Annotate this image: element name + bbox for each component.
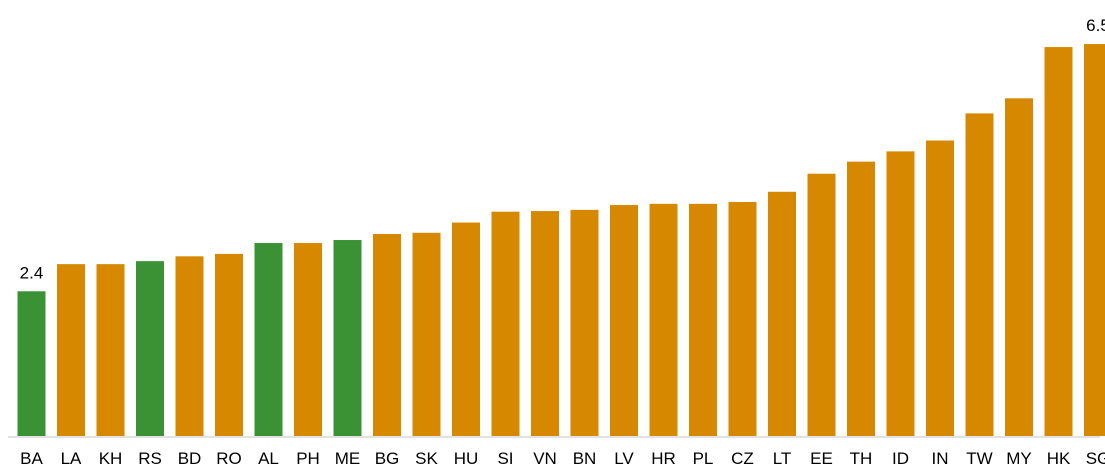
x-tick-label-kh: KH — [99, 449, 123, 468]
bar-hu — [452, 222, 480, 436]
x-tick-label-hu: HU — [454, 449, 479, 468]
bar-la — [57, 264, 85, 436]
bar-si — [491, 211, 520, 436]
x-tick-label-sk: SK — [415, 449, 438, 468]
bar-kh — [96, 264, 125, 436]
bar-sg — [1084, 44, 1105, 437]
bar-in — [926, 140, 954, 436]
x-tick-label-in: IN — [932, 449, 949, 468]
x-tick-label-cz: CZ — [731, 449, 754, 468]
bar-ee — [807, 173, 836, 436]
x-tick-label-ro: RO — [216, 449, 242, 468]
x-tick-label-tw: TW — [966, 449, 992, 468]
x-tick-label-sg: SG — [1086, 449, 1105, 468]
x-tick-label-hk: HK — [1047, 449, 1071, 468]
bar-bg — [373, 234, 401, 436]
x-tick-label-pl: PL — [693, 449, 714, 468]
x-tick-label-th: TH — [850, 449, 873, 468]
x-tick-label-ph: PH — [296, 449, 320, 468]
bar-hr — [649, 203, 678, 436]
x-tick-label-al: AL — [258, 449, 279, 468]
x-tick-label-hr: HR — [651, 449, 676, 468]
data-label-ba: 2.4 — [20, 263, 44, 282]
bar-lt — [768, 191, 796, 436]
bar-vn — [531, 211, 559, 436]
x-tick-label-my: MY — [1006, 449, 1032, 468]
x-tick-label-bd: BD — [178, 449, 202, 468]
bar-th — [847, 161, 875, 436]
x-tick-label-si: SI — [497, 449, 513, 468]
data-label-sg: 6.5 — [1086, 16, 1105, 35]
x-tick-labels: BA LA KH RS BD RO AL PH ME BG SK HU SI VN BN LV HR PL CZ LT… — [20, 449, 1105, 468]
data-labels: 2.4 6.5 — [20, 16, 1105, 282]
bar-ro — [215, 253, 243, 436]
bar-me — [333, 240, 362, 436]
x-tick-label-vn: VN — [533, 449, 557, 468]
bar-ph — [294, 243, 322, 436]
bar-hk — [1044, 47, 1073, 437]
x-tick-label-ee: EE — [810, 449, 833, 468]
x-tick-label-lt: LT — [773, 449, 792, 468]
bar-rs — [136, 261, 164, 436]
x-tick-label-id: ID — [892, 449, 909, 468]
x-tick-label-bg: BG — [375, 449, 400, 468]
bar-sk — [412, 232, 441, 436]
x-tick-label-rs: RS — [138, 449, 162, 468]
bar-pl — [689, 203, 717, 436]
x-tick-label-la: LA — [61, 449, 82, 468]
bar-bn — [570, 209, 599, 437]
bar-my — [1005, 98, 1033, 436]
bar-id — [886, 151, 915, 436]
bar-cz — [728, 202, 757, 436]
bars-group — [17, 44, 1105, 437]
bar-bd — [175, 256, 204, 436]
bar-tw — [965, 113, 994, 437]
bar-lv — [610, 205, 638, 436]
bar-ba — [17, 291, 46, 436]
x-tick-label-ba: BA — [20, 449, 43, 468]
bar-al — [254, 243, 283, 436]
x-tick-label-me: ME — [335, 449, 361, 468]
x-tick-label-lv: LV — [614, 449, 634, 468]
x-tick-label-bn: BN — [573, 449, 597, 468]
